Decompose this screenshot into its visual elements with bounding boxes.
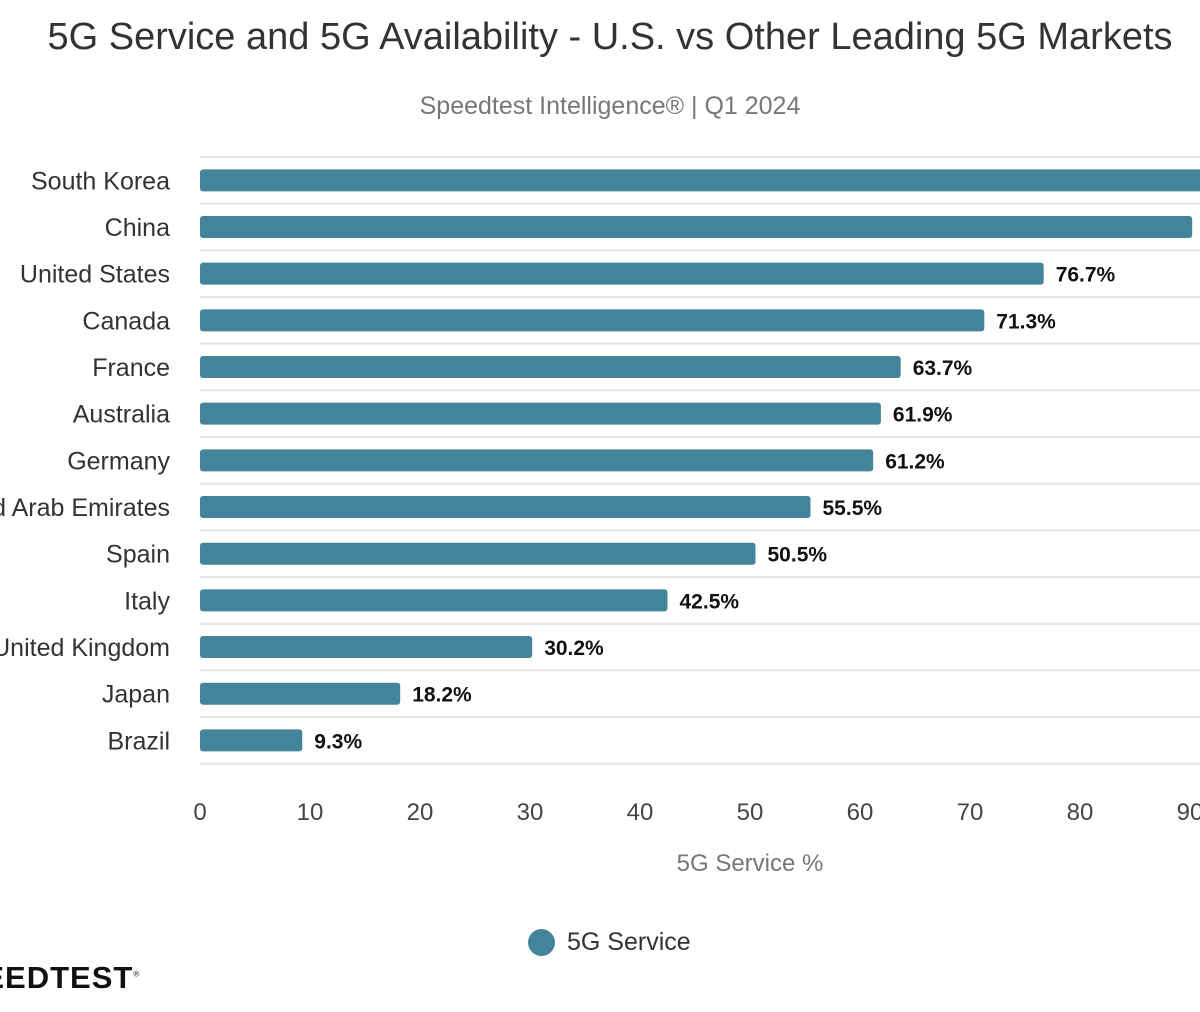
category-label: Germany	[67, 447, 170, 475]
bar-spain	[200, 542, 756, 565]
data-label: 50.5%	[768, 544, 828, 567]
category-label: Australia	[73, 401, 170, 429]
data-label: 61.9%	[893, 404, 953, 427]
category-label: Brazil	[107, 727, 170, 755]
category-label: United States	[20, 261, 170, 289]
category-label: United Arab Emirates	[0, 494, 170, 522]
bar-south-korea	[200, 169, 1200, 192]
x-tick-label: 10	[297, 799, 324, 826]
speedtest-logo: SPEEDTEST®	[0, 960, 141, 995]
category-label: Spain	[106, 541, 170, 569]
category-label: South Korea	[31, 167, 170, 195]
bar-china	[200, 216, 1193, 239]
category-label: Italy	[124, 587, 170, 615]
bar-japan	[200, 682, 401, 705]
data-label: 76.7%	[1056, 264, 1116, 287]
category-label: Canada	[82, 307, 170, 335]
x-tick-label: 60	[847, 799, 874, 826]
legend[interactable]: 5G Service	[528, 928, 691, 957]
x-tick-label: 70	[957, 799, 984, 826]
bar-brazil	[200, 729, 303, 752]
x-tick-label: 0	[193, 799, 206, 826]
bar-germany	[200, 449, 874, 472]
data-label: 30.2%	[544, 637, 604, 660]
category-label: France	[92, 354, 170, 382]
x-tick-label: 50	[737, 799, 764, 826]
data-label: 18.2%	[412, 684, 472, 707]
data-label: 71.3%	[996, 310, 1056, 333]
data-label: 55.5%	[823, 497, 883, 520]
bar-united-arab-emirates	[200, 496, 811, 519]
x-tick-label: 40	[627, 799, 654, 826]
data-label: 42.5%	[680, 590, 740, 613]
x-tick-label: 30	[517, 799, 544, 826]
bar-australia	[200, 402, 881, 425]
legend-marker	[528, 929, 555, 956]
bar-united-states	[200, 262, 1044, 285]
bar-france	[200, 356, 901, 379]
bar-canada	[200, 309, 985, 332]
category-label: China	[105, 214, 170, 242]
x-tick-label: 80	[1067, 799, 1094, 826]
x-tick-label: 90	[1177, 799, 1200, 826]
data-label: 9.3%	[314, 730, 362, 753]
data-label: 63.7%	[913, 357, 973, 380]
bar-united-kingdom	[200, 636, 533, 659]
bar-italy	[200, 589, 668, 612]
chart-subtitle: Speedtest Intelligence® | Q1 2024	[419, 92, 801, 120]
category-label: Japan	[102, 681, 170, 709]
data-label: 61.2%	[885, 450, 945, 473]
x-tick-label: 20	[407, 799, 434, 826]
x-axis-title: 5G Service %	[677, 850, 824, 877]
legend-label: 5G Service	[567, 928, 691, 956]
chart-title: 5G Service and 5G Availability - U.S. vs…	[47, 16, 1173, 58]
category-label: United Kingdom	[0, 634, 170, 662]
bar-chart: South Korea China United States 76.7% Canada…	[0, 156, 1200, 877]
